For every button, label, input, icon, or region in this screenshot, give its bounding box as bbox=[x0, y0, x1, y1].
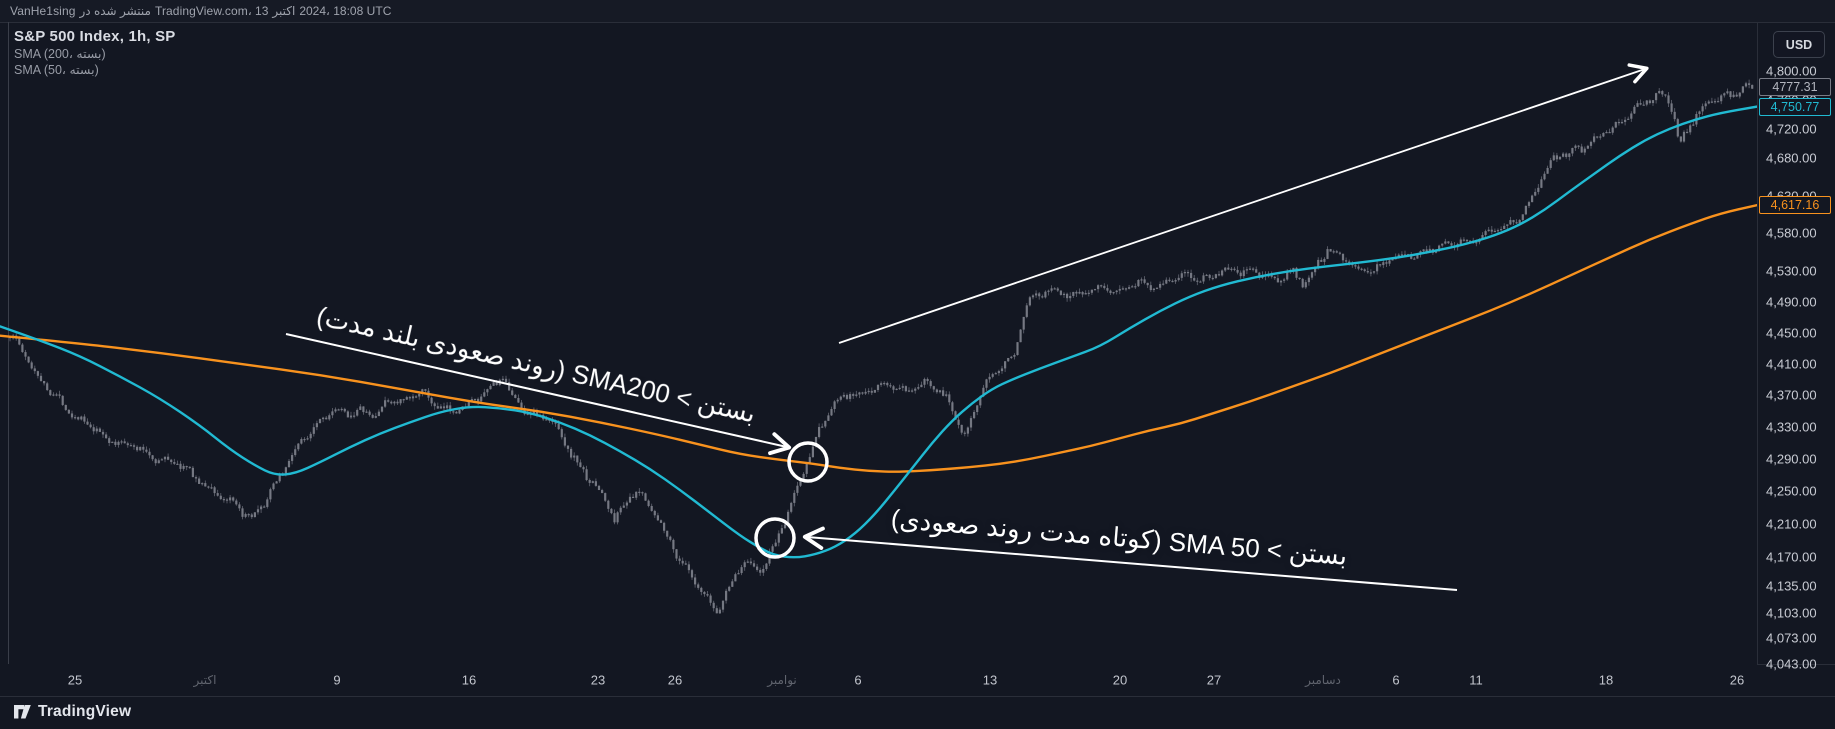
time-tick: 6 bbox=[1392, 672, 1400, 688]
price-tick: 4,135.00 bbox=[1766, 578, 1817, 594]
chart-legend: S&P 500 Index, 1h, SP SMA (200، بسته) SMA… bbox=[14, 28, 176, 77]
time-month-label: نوامبر bbox=[767, 673, 797, 687]
price-tick: 4,720.00 bbox=[1766, 121, 1817, 137]
time-tick: 18 bbox=[1598, 672, 1614, 688]
price-tick: 4,680.00 bbox=[1766, 150, 1817, 166]
price-tick: 4,170.00 bbox=[1766, 549, 1817, 565]
price-tick: 4,043.00 bbox=[1766, 656, 1817, 672]
price-tick: 4,103.00 bbox=[1766, 605, 1817, 621]
sma200-price-label: 4,617.16 bbox=[1759, 196, 1831, 215]
time-tick: 25 bbox=[67, 672, 83, 688]
price-axis-separator bbox=[1757, 22, 1758, 664]
symbol-title[interactable]: S&P 500 Index, 1h, SP bbox=[14, 28, 176, 45]
time-month-label: دسامبر bbox=[1305, 673, 1341, 687]
price-chart-canvas[interactable] bbox=[0, 0, 1757, 664]
last-price-label: 4777.31 bbox=[1759, 78, 1831, 97]
price-tick: 4,073.00 bbox=[1766, 630, 1817, 646]
time-axis[interactable]: 25 اکتبر 9 16 23 26 نوامبر 6 13 20 27 دسامبر 6 11 18 26 bbox=[0, 664, 1757, 696]
tradingview-logo-icon bbox=[14, 705, 31, 719]
time-month-label: اکتبر bbox=[193, 673, 217, 687]
time-tick: 16 bbox=[461, 672, 477, 688]
price-tick: 4,800.00 bbox=[1766, 63, 1817, 79]
price-tick: 4,490.00 bbox=[1766, 294, 1817, 310]
price-tick: 4,530.00 bbox=[1766, 263, 1817, 279]
legend-indicator-sma50[interactable]: SMA (50، بسته) bbox=[14, 63, 99, 77]
time-tick: 11 bbox=[1469, 672, 1483, 688]
price-tick: 4,250.00 bbox=[1766, 483, 1817, 499]
price-tick: 4,290.00 bbox=[1766, 451, 1817, 467]
sma50-price-label: 4,750.77 bbox=[1759, 97, 1831, 116]
footer-separator bbox=[0, 696, 1835, 697]
legend-indicator-sma200[interactable]: SMA (200، بسته) bbox=[14, 47, 106, 61]
time-tick: 9 bbox=[333, 672, 341, 688]
tradingview-brand-name: TradingView bbox=[38, 702, 132, 720]
time-tick: 20 bbox=[1112, 672, 1128, 688]
time-tick: 13 bbox=[982, 672, 998, 688]
footer-bar: TradingView bbox=[0, 697, 1835, 729]
currency-button[interactable]: USD bbox=[1773, 31, 1825, 58]
price-tick: 4,450.00 bbox=[1766, 325, 1817, 341]
price-tick: 4,210.00 bbox=[1766, 516, 1817, 532]
price-tick: 4,370.00 bbox=[1766, 387, 1817, 403]
price-tick: 4,580.00 bbox=[1766, 225, 1817, 241]
time-tick: 27 bbox=[1206, 672, 1222, 688]
time-tick: 6 bbox=[854, 672, 862, 688]
time-tick: 26 bbox=[1729, 672, 1745, 688]
tradingview-brand-link[interactable]: TradingView bbox=[13, 702, 131, 721]
time-tick: 26 bbox=[667, 672, 683, 688]
price-tick: 4,330.00 bbox=[1766, 419, 1817, 435]
price-tick: 4,410.00 bbox=[1766, 356, 1817, 372]
price-axis[interactable]: 4,800.004,760.004,720.004,680.004,630.00… bbox=[1757, 22, 1835, 671]
time-tick: 23 bbox=[590, 672, 606, 688]
